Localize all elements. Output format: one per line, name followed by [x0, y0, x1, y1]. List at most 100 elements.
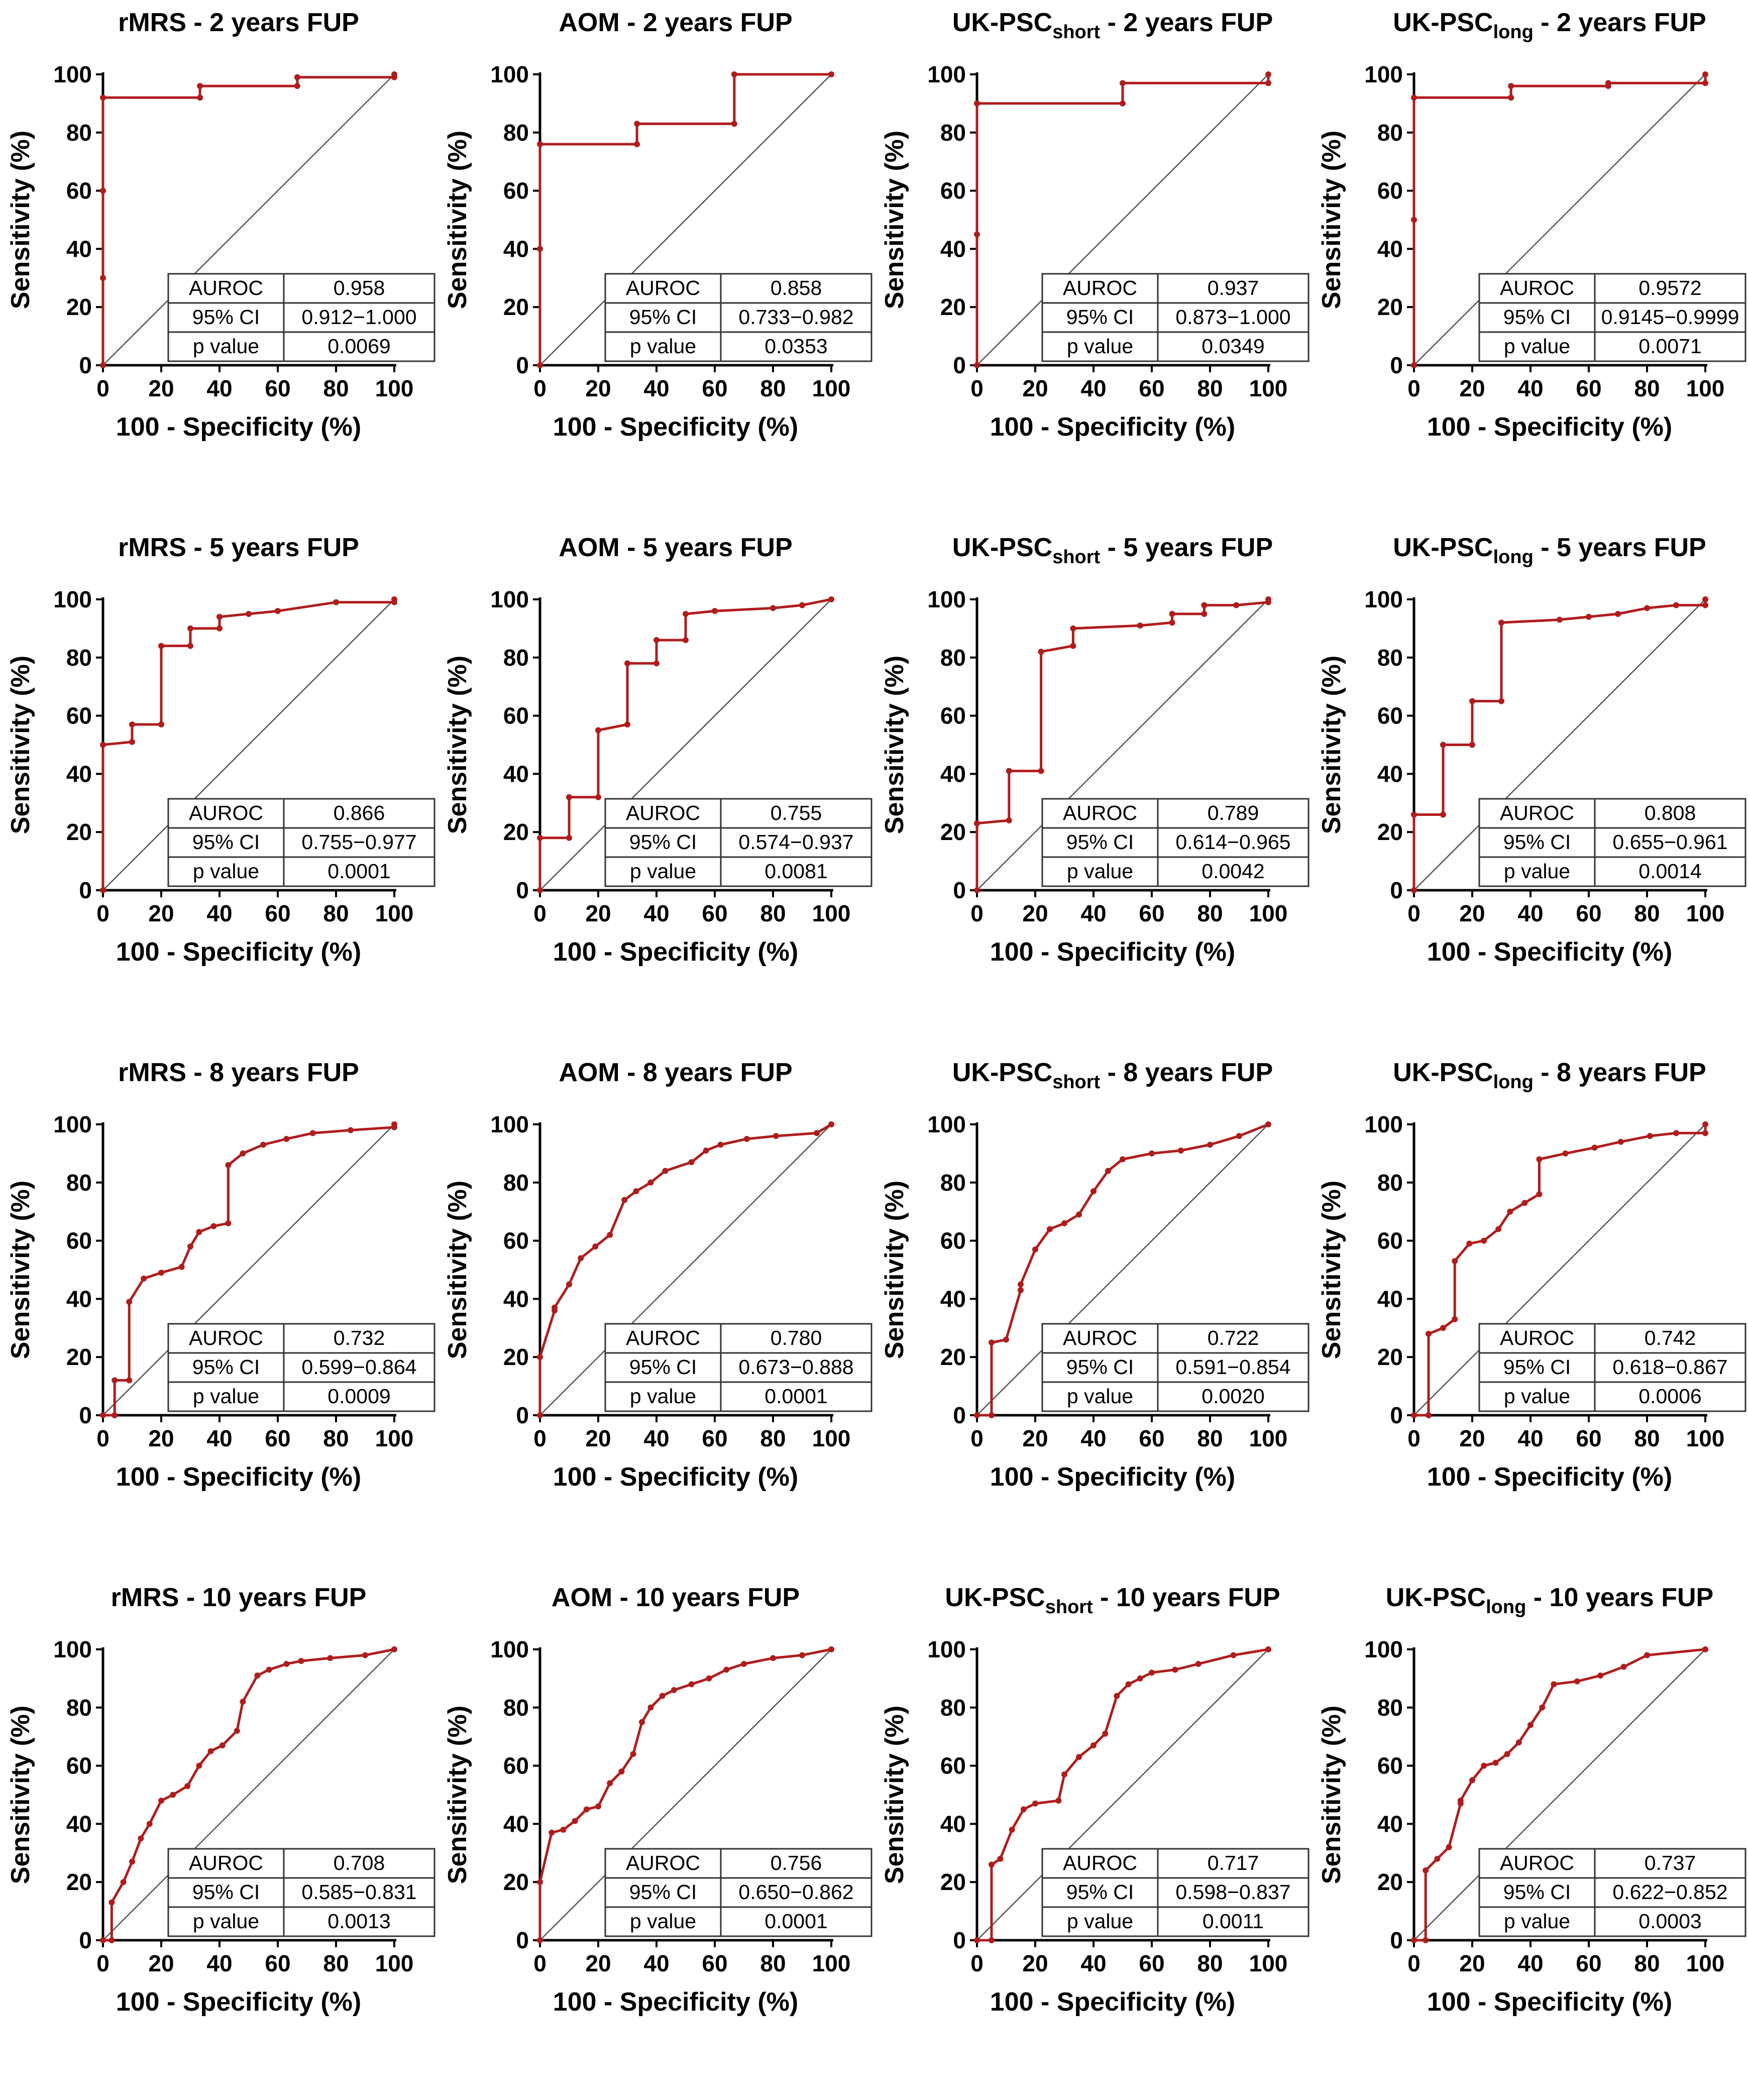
x-tick-label: 80 [323, 1425, 349, 1451]
y-tick-label: 60 [1377, 1753, 1403, 1779]
x-tick-label: 40 [1517, 900, 1543, 926]
title-subscript: short [1052, 1072, 1100, 1093]
roc-point [537, 141, 543, 147]
x-tick-label: 80 [323, 375, 349, 401]
roc-point [1114, 1693, 1120, 1699]
y-tick-label: 80 [503, 1695, 529, 1721]
roc-point [100, 187, 106, 194]
roc-point [1605, 80, 1611, 86]
roc-point [225, 1220, 232, 1226]
roc-point [1233, 602, 1240, 608]
roc-point [1702, 1121, 1708, 1127]
roc-panel: rMRS - 2 years FUP 0 20 40 60 80 100 0 20 40 60 80 1… [0, 0, 437, 525]
stat-value: 0.789 [1208, 801, 1259, 824]
roc-point [1061, 1771, 1067, 1777]
roc-point [1061, 1220, 1067, 1226]
roc-point [129, 739, 135, 745]
roc-point [630, 1751, 636, 1757]
x-tick-label: 60 [702, 900, 727, 926]
stat-value: 0.0011 [1203, 1910, 1264, 1933]
x-tick-label: 60 [265, 900, 290, 926]
roc-point [391, 1121, 397, 1127]
x-tick-label: 0 [1407, 1950, 1421, 1976]
y-tick-label: 20 [1377, 1869, 1403, 1895]
roc-point [196, 1762, 202, 1769]
title-followup: - 5 years FUP [1534, 533, 1706, 562]
roc-point [1055, 1798, 1062, 1804]
x-tick-label: 80 [1634, 375, 1660, 401]
roc-point [108, 1899, 115, 1906]
x-axis-label: 100 - Specificity (%) [1427, 412, 1672, 442]
y-tick-label: 40 [940, 236, 966, 262]
stat-label: p value [630, 1385, 696, 1408]
title-model: rMRS [118, 533, 186, 562]
roc-point [184, 1783, 191, 1790]
x-tick-label: 0 [1407, 900, 1421, 926]
stat-label: p value [193, 860, 259, 883]
stat-value: 0.650−0.862 [738, 1880, 853, 1904]
roc-point [537, 887, 543, 893]
y-axis-label: Sensitivity (%) [1317, 1181, 1346, 1359]
roc-point [333, 599, 339, 605]
y-tick-label: 80 [1377, 1170, 1403, 1196]
y-tick-label: 40 [1377, 761, 1403, 787]
y-tick-label: 0 [1390, 1402, 1403, 1428]
x-axis-label: 100 - Specificity (%) [990, 1987, 1235, 2017]
x-tick-label: 60 [1576, 375, 1601, 401]
roc-point [1702, 602, 1708, 608]
y-tick-label: 60 [940, 1753, 966, 1779]
roc-point [294, 74, 300, 80]
stat-label: 95% CI [192, 305, 260, 329]
roc-point [1125, 1681, 1132, 1688]
roc-point [100, 94, 106, 101]
stat-value: 0.0081 [764, 860, 827, 883]
stats-table: AUROC 0.9572 95% CI 0.9145−0.9999 p value 0.0… [1478, 273, 1746, 362]
x-tick-label: 40 [1080, 375, 1106, 401]
reference-diagonal [539, 599, 832, 891]
stat-label: AUROC [189, 1851, 263, 1874]
roc-point [141, 1275, 147, 1282]
x-axis-label: 100 - Specificity (%) [1427, 1987, 1672, 2017]
x-tick-label: 60 [1139, 1950, 1164, 1976]
roc-point [1018, 1281, 1024, 1288]
title-model: UK-PSC [952, 1058, 1052, 1087]
x-tick-label: 60 [265, 375, 290, 401]
title-followup: - 5 years FUP [620, 533, 793, 562]
x-tick-label: 60 [702, 375, 727, 401]
roc-point [1702, 80, 1708, 86]
y-tick-label: 100 [490, 61, 529, 87]
roc-point [1498, 619, 1504, 626]
roc-point [566, 834, 572, 841]
y-tick-label: 60 [503, 1753, 529, 1779]
roc-point [146, 1821, 153, 1827]
stats-table-frame [604, 1323, 872, 1412]
x-tick-label: 80 [1197, 375, 1223, 401]
roc-point [634, 121, 640, 127]
title-model: UK-PSC [1386, 1583, 1486, 1612]
reference-diagonal [102, 1124, 395, 1416]
roc-chart: UK-PSCshort - 8 years FUP 0 20 40 60 80 100 0 20… [880, 1058, 1309, 1492]
roc-panel: UK-PSClong - 8 years FUP 0 20 40 60 80 100 0 20 4… [1311, 1050, 1748, 1575]
roc-point [974, 362, 980, 368]
title-followup: - 2 years FUP [1100, 8, 1273, 37]
roc-point [1236, 1133, 1242, 1139]
roc-point [1481, 1237, 1487, 1244]
y-tick-label: 80 [66, 1170, 92, 1196]
x-tick-label: 60 [1576, 1950, 1601, 1976]
y-axis-label: Sensitivity (%) [6, 656, 35, 834]
chart-title: rMRS - 2 years FUP [118, 8, 359, 37]
roc-point [1105, 1168, 1111, 1174]
roc-chart: rMRS - 5 years FUP 0 20 40 60 80 100 0 20 40 60 80 1… [6, 533, 435, 967]
y-tick-label: 100 [53, 1111, 92, 1137]
roc-point [1423, 1867, 1429, 1874]
roc-point [595, 727, 601, 733]
title-followup: - 8 years FUP [1534, 1058, 1706, 1087]
x-tick-label: 100 [375, 375, 414, 401]
x-tick-label: 40 [206, 900, 232, 926]
roc-point [1702, 71, 1708, 77]
roc-point [828, 1121, 834, 1127]
stat-value: 0.0009 [327, 1385, 390, 1408]
x-tick-label: 40 [1080, 1425, 1106, 1451]
x-tick-label: 0 [533, 375, 547, 401]
roc-point [583, 1806, 590, 1813]
